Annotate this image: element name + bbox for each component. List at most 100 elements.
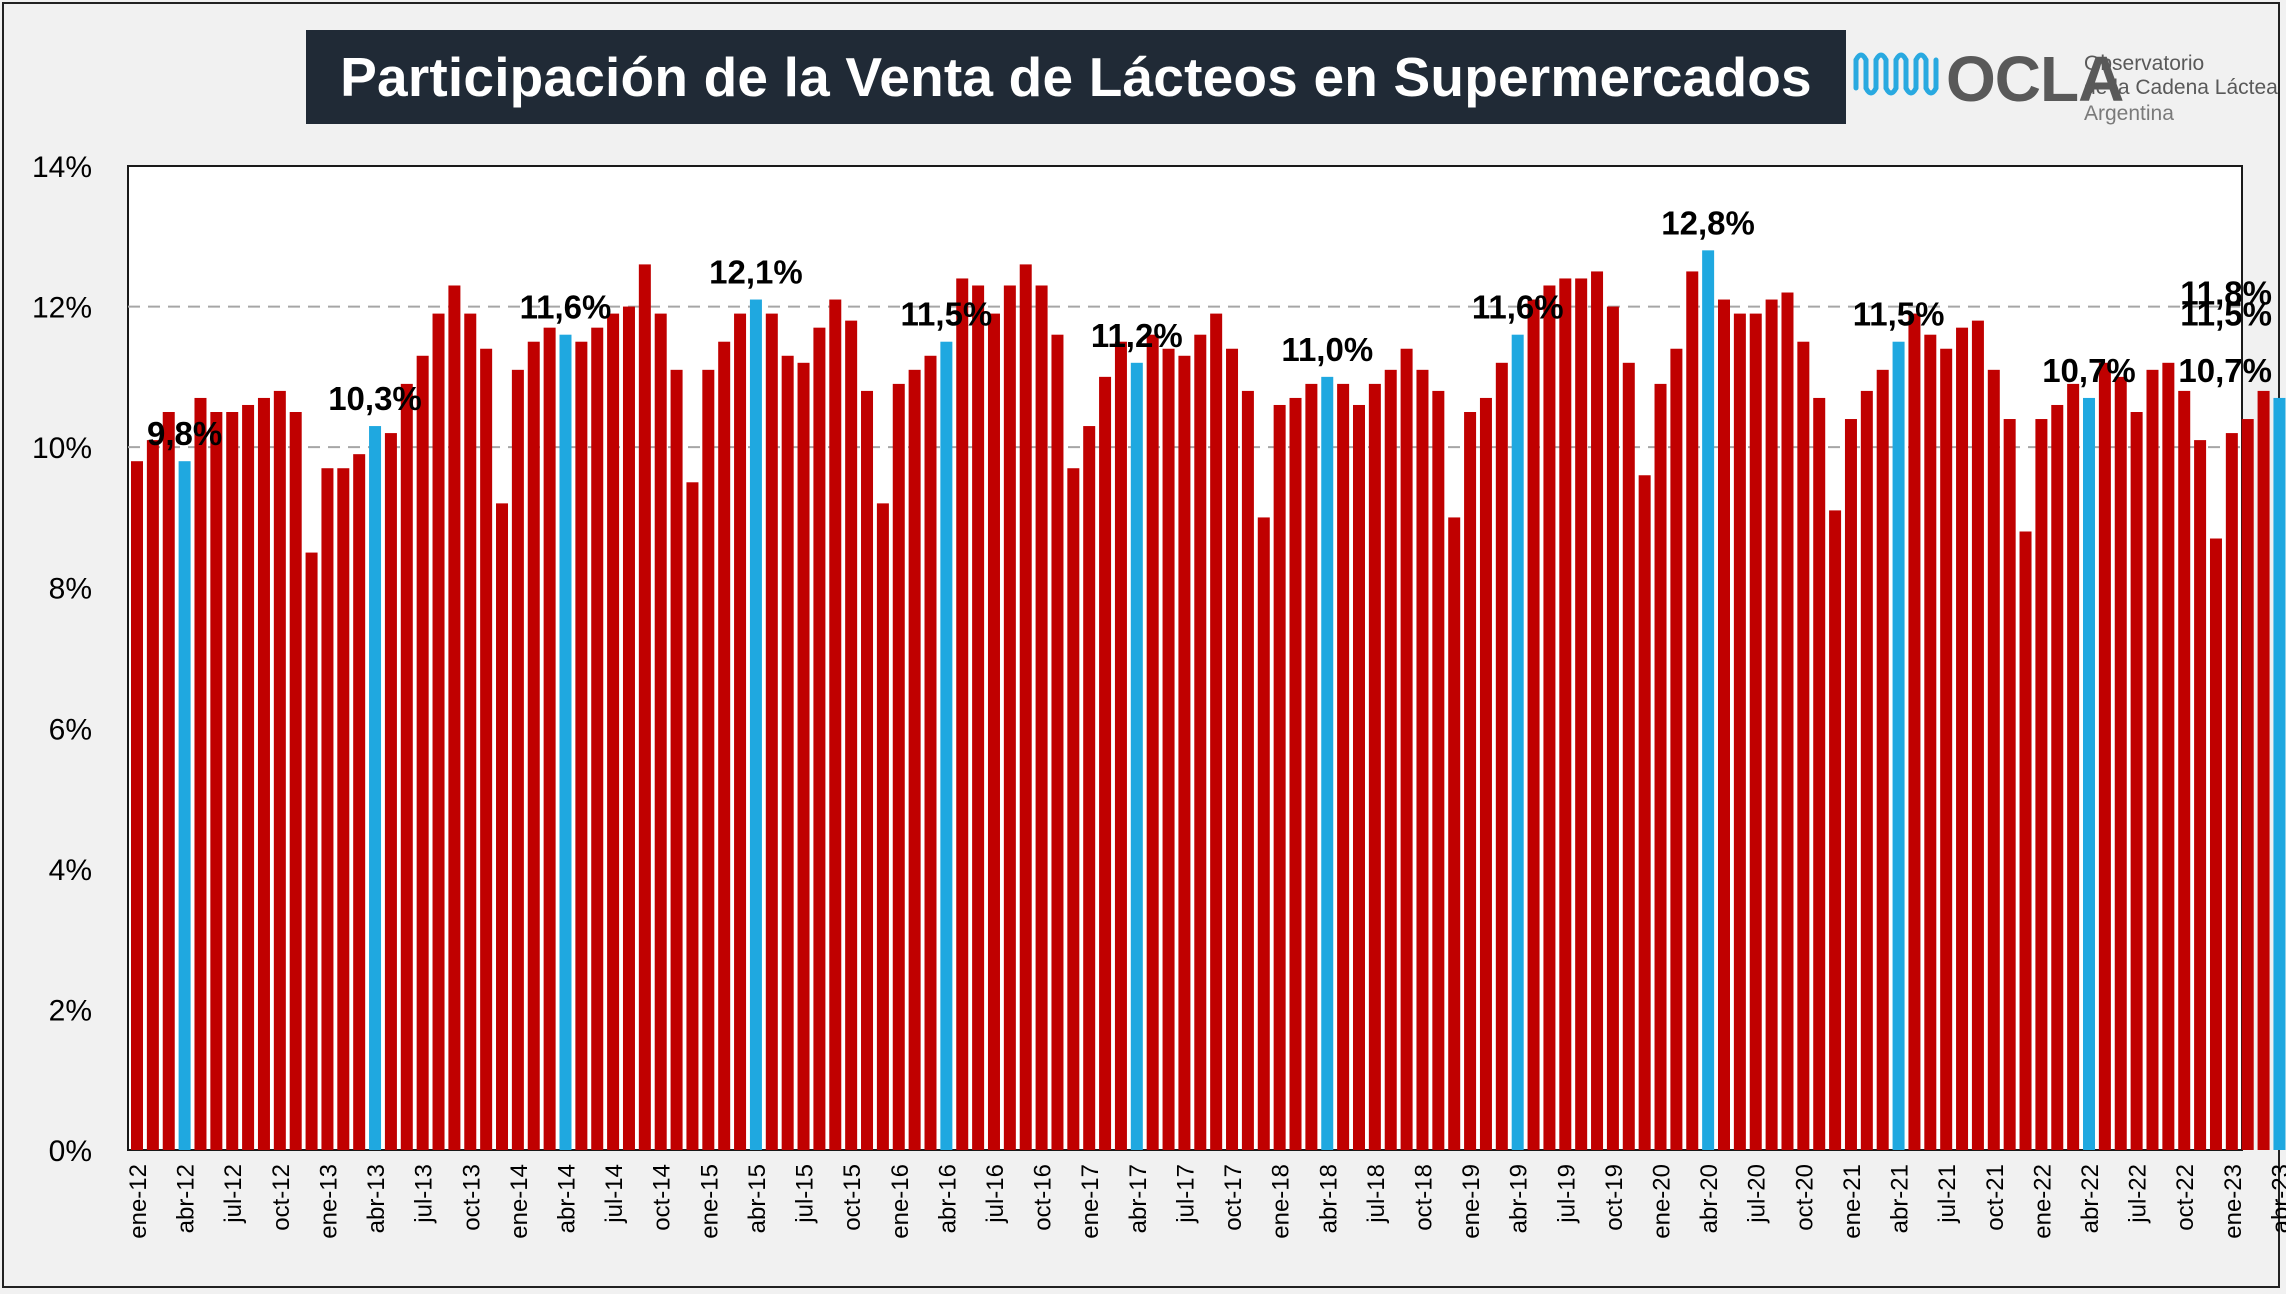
bar [1352, 404, 1365, 1151]
x-tick-label: jul-16 [982, 1164, 1009, 1224]
bar [210, 412, 223, 1150]
bar [146, 440, 159, 1150]
bar [892, 383, 905, 1150]
bar [1099, 376, 1112, 1150]
bar [1479, 397, 1492, 1150]
bar [734, 313, 747, 1151]
bar [797, 362, 810, 1150]
bar [861, 390, 874, 1150]
x-tick-label: oct-16 [1030, 1164, 1057, 1231]
bar [2257, 390, 2270, 1150]
x-tick-label: abr-19 [1506, 1164, 1533, 1233]
bar [1384, 369, 1397, 1151]
bar [781, 355, 794, 1150]
bar [813, 327, 826, 1150]
x-tick-label: oct-12 [268, 1164, 295, 1231]
bar [987, 313, 1000, 1151]
bar [1226, 348, 1239, 1150]
bar [1892, 341, 1905, 1151]
bar [400, 383, 413, 1150]
bar [924, 355, 937, 1150]
bar [1178, 355, 1191, 1150]
x-axis-ticks: ene-12 abr-12 jul-12 oct-12 ene-13 abr-13 jul-… [125, 1164, 2286, 1239]
x-tick-label: oct-14 [649, 1164, 676, 1231]
y-axis-ticks: 0% 2% 4% 6% 8% 10% 12% 14% [32, 151, 92, 1168]
bar [178, 461, 191, 1150]
x-tick-label: ene-18 [1268, 1164, 1295, 1239]
bar [2083, 397, 2096, 1150]
x-tick-label: oct-18 [1411, 1164, 1438, 1231]
bar [1051, 334, 1064, 1150]
data-label: 11,0% [1281, 331, 1373, 368]
bar [1606, 306, 1619, 1150]
milk-wave-icon [1853, 52, 1939, 96]
annotations: 9,8% 10,3% 11,6% 12,1% 11,5% 11,2% 11,0% 11,6% 1… [147, 204, 2272, 452]
bar [2035, 419, 2048, 1150]
data-label: 10,3% [328, 380, 422, 417]
chart-title: Participación de la Venta de Lácteos en … [340, 46, 1812, 108]
bar [1765, 299, 1778, 1150]
bar [2209, 538, 2222, 1150]
x-tick-label: abr-13 [363, 1164, 390, 1233]
x-tick-label: oct-13 [458, 1164, 485, 1231]
bar [337, 468, 350, 1151]
bar [369, 426, 382, 1150]
x-tick-label: ene-13 [315, 1164, 342, 1239]
x-tick-label: jul-12 [220, 1164, 247, 1224]
data-label: 9,8% [147, 415, 222, 452]
x-tick-label: jul-21 [1934, 1164, 1961, 1224]
x-tick-label: abr-21 [1887, 1164, 1914, 1233]
bars [131, 250, 2286, 1151]
gridlines [128, 305, 2242, 449]
x-tick-label: ene-20 [1649, 1164, 1676, 1239]
data-label: 11,2% [1091, 317, 1183, 354]
bar [1797, 341, 1810, 1151]
x-tick-label: oct-21 [1982, 1164, 2009, 1231]
bar [670, 369, 683, 1151]
data-label: 12,8% [1661, 204, 1755, 241]
bar [1924, 334, 1937, 1150]
x-tick-label: ene-21 [1839, 1164, 1866, 1239]
bar [908, 369, 921, 1151]
x-tick-label: abr-18 [1315, 1164, 1342, 1233]
data-label: 10,7% [2042, 352, 2136, 389]
bar [1987, 369, 2000, 1151]
bar [1114, 341, 1127, 1151]
bar [1241, 390, 1254, 1150]
bar [226, 412, 239, 1150]
bar [1321, 376, 1334, 1150]
data-label: 11,5% [901, 296, 993, 333]
bar [1067, 468, 1080, 1151]
x-tick-label: ene-15 [696, 1164, 723, 1239]
bar [464, 313, 477, 1151]
bar [384, 433, 397, 1151]
x-tick-label: ene-17 [1077, 1164, 1104, 1239]
bar [1400, 348, 1413, 1150]
x-tick-label: jul-17 [1172, 1164, 1199, 1224]
bar [2098, 362, 2111, 1150]
bar [2241, 419, 2254, 1150]
bar [1368, 383, 1381, 1150]
x-tick-label: abr-15 [744, 1164, 771, 1233]
bar [496, 503, 509, 1150]
x-tick-label: jul-18 [1363, 1164, 1390, 1224]
y-tick-label: 0% [49, 1135, 92, 1168]
bar [1749, 313, 1762, 1151]
data-label: 11,5% [1853, 296, 1945, 333]
bar [511, 369, 524, 1151]
bar [527, 341, 540, 1151]
bar [1591, 271, 1604, 1150]
bar [353, 454, 366, 1150]
bar [2178, 390, 2191, 1150]
bar [1416, 369, 1429, 1151]
data-label: 11,6% [520, 289, 612, 326]
bar [876, 503, 889, 1150]
bar [686, 482, 699, 1150]
bar [1083, 426, 1096, 1150]
bar [1702, 250, 1715, 1151]
bar [1003, 285, 1016, 1150]
y-tick-label: 14% [32, 151, 92, 184]
bar [1860, 390, 1873, 1150]
bar [432, 313, 445, 1151]
bar [1781, 292, 1794, 1150]
